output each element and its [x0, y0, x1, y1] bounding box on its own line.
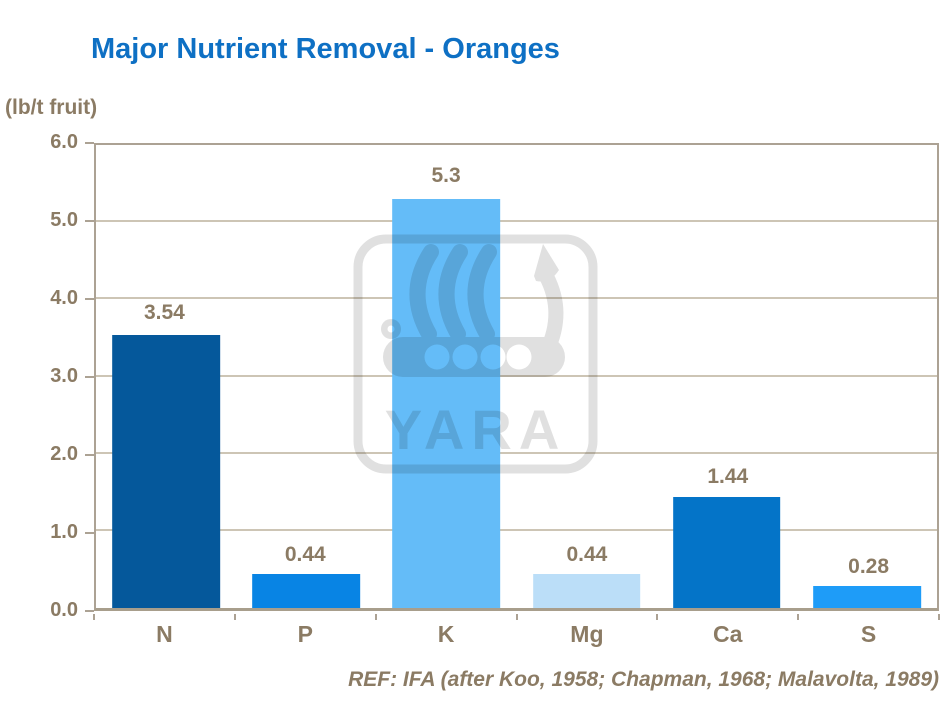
y-tick-mark [85, 454, 94, 456]
gridline [96, 297, 937, 300]
bar-value-label-K: 5.3 [431, 163, 461, 187]
bar-value-label-N: 3.54 [143, 300, 185, 324]
x-category-label-N: N [156, 621, 173, 647]
x-tick-mark [93, 614, 95, 620]
y-tick-mark [85, 298, 94, 300]
bar-value-label-S: 0.28 [848, 555, 890, 579]
y-axis-unit-label: (lb/t fruit) [5, 96, 98, 119]
bar-Mg [532, 574, 641, 608]
x-category-label-Mg: Mg [570, 621, 604, 647]
bar-N [112, 334, 220, 608]
x-tick-mark [374, 614, 377, 620]
y-tick-label: 3.0 [50, 365, 78, 387]
y-tick-label: 2.0 [50, 443, 78, 465]
y-tick-mark [85, 220, 94, 222]
x-category-label-P: P [297, 621, 313, 647]
y-tick-mark [85, 142, 94, 144]
bar-Ca [672, 496, 781, 608]
x-tick-mark [797, 614, 800, 620]
y-tick-label: 1.0 [50, 521, 78, 543]
plot-area [94, 143, 939, 611]
bar-S [813, 586, 921, 608]
gridline [96, 451, 937, 454]
x-category-label-S: S [860, 621, 877, 647]
bar-K [392, 199, 501, 608]
bar-value-label-Ca: 1.44 [707, 464, 749, 488]
gridline [96, 220, 937, 223]
chart-title: Major Nutrient Removal - Oranges [91, 33, 560, 65]
reference-citation: REF: IFA (after Koo, 1958; Chapman, 1968… [348, 668, 939, 691]
y-tick-mark [85, 376, 94, 378]
y-tick-label: 6.0 [50, 131, 78, 153]
y-tick-mark [85, 610, 94, 612]
x-tick-mark [938, 614, 940, 620]
y-tick-label: 4.0 [50, 287, 78, 309]
bar-value-label-P: 0.44 [284, 542, 326, 566]
y-tick-label: 0.0 [50, 599, 78, 621]
gridline [96, 374, 937, 377]
x-category-label-Ca: Ca [713, 621, 743, 647]
x-tick-mark [656, 614, 659, 620]
gridline [96, 528, 937, 531]
y-tick-mark [85, 532, 94, 534]
x-tick-mark [233, 614, 236, 620]
y-tick-label: 5.0 [50, 209, 78, 231]
x-category-label-K: K [437, 621, 455, 647]
x-tick-mark [515, 614, 518, 620]
bar-value-label-Mg: 0.44 [566, 542, 608, 566]
bar-P [252, 574, 361, 608]
